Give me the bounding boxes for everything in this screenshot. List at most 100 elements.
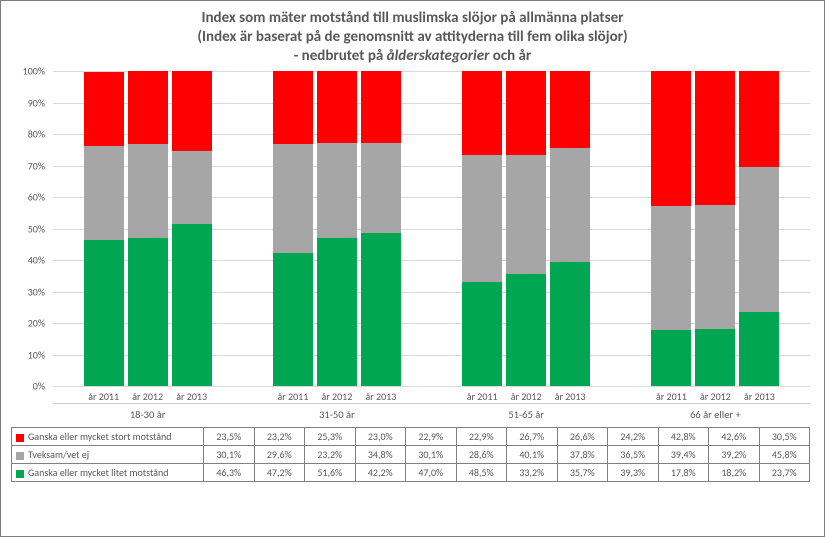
y-tick: 100% — [5, 65, 49, 78]
x-category-label: 18-30 år — [53, 403, 242, 423]
table-cell: 47,2% — [254, 464, 305, 482]
bar-segment-stort — [317, 71, 357, 143]
x-year-label: år 2013 — [172, 387, 212, 403]
x-group: år 2011år 2012år 2013 — [53, 387, 242, 403]
bar-segment-stort — [273, 71, 313, 143]
table-cell: 48,5% — [456, 464, 507, 482]
legend-label: Ganska eller mycket stort motstånd — [12, 428, 204, 446]
gridline — [53, 386, 810, 387]
bar-segment-tveksam — [128, 144, 168, 237]
bar-segment-litet — [361, 233, 401, 386]
bar — [695, 71, 735, 386]
table-cell: 23,0% — [355, 428, 406, 446]
table-cell: 23,2% — [305, 446, 356, 464]
bar-segment-stort — [739, 71, 779, 167]
bar-segment-litet — [462, 282, 502, 387]
table-cell: 46,3% — [204, 464, 255, 482]
bar — [462, 71, 502, 386]
bar-segment-tveksam — [317, 143, 357, 238]
bar-group — [242, 71, 431, 386]
bar — [128, 71, 168, 386]
bar — [739, 71, 779, 386]
bar-segment-litet — [317, 238, 357, 386]
bar-segment-stort — [506, 71, 546, 155]
title-line-3-pre: - nedbrutet på — [294, 47, 387, 65]
x-year-label: år 2011 — [273, 387, 313, 403]
bar-segment-tveksam — [550, 148, 590, 263]
table-cell: 45,8% — [759, 446, 810, 464]
bar-segment-stort — [462, 71, 502, 155]
bar-segment-tveksam — [739, 167, 779, 311]
legend-marker — [16, 452, 24, 460]
bar — [550, 71, 590, 386]
y-tick: 60% — [5, 191, 49, 204]
table-row: Ganska eller mycket litet motstånd46,3%4… — [12, 464, 810, 482]
bar — [651, 71, 691, 386]
table-cell: 23,7% — [759, 464, 810, 482]
x-category-label: 31-50 år — [242, 403, 431, 423]
x-year-label: år 2013 — [361, 387, 401, 403]
chart-title-block: Index som mäter motstånd till muslimska … — [1, 1, 824, 65]
x-group: år 2011år 2012år 2013 — [432, 387, 621, 403]
x-year-label: år 2012 — [317, 387, 357, 403]
x-axis-categories: 18-30 år31-50 år51-65 år66 år eller + — [53, 403, 810, 423]
bar-group — [53, 71, 242, 386]
y-axis: 0%10%20%30%40%50%60%70%80%90%100% — [13, 71, 49, 386]
bar-groups — [53, 71, 810, 386]
bar-segment-litet — [273, 253, 313, 386]
bar — [273, 71, 313, 386]
table-cell: 17,8% — [658, 464, 709, 482]
table-cell: 40,1% — [507, 446, 558, 464]
bar-segment-tveksam — [84, 146, 124, 241]
table-cell: 23,2% — [254, 428, 305, 446]
table-cell: 51,6% — [305, 464, 356, 482]
x-axis-years: år 2011år 2012år 2013år 2011år 2012år 20… — [53, 387, 810, 403]
bar-segment-stort — [361, 71, 401, 143]
bar-segment-litet — [695, 329, 735, 386]
bar-segment-litet — [739, 312, 779, 387]
x-year-label: år 2012 — [128, 387, 168, 403]
x-year-label: år 2012 — [695, 387, 735, 403]
bar — [317, 71, 357, 386]
table-cell: 39,3% — [608, 464, 659, 482]
data-table: Ganska eller mycket stort motstånd23,5%2… — [11, 427, 810, 482]
bar — [172, 71, 212, 386]
bar-segment-stort — [651, 71, 691, 206]
table-cell: 25,3% — [305, 428, 356, 446]
y-tick: 80% — [5, 128, 49, 141]
table-cell: 39,4% — [658, 446, 709, 464]
bar-segment-tveksam — [361, 143, 401, 233]
table-cell: 47,0% — [406, 464, 457, 482]
bar-segment-stort — [550, 71, 590, 147]
x-year-label: år 2011 — [651, 387, 691, 403]
x-category-label: 51-65 år — [432, 403, 621, 423]
bar-group — [621, 71, 810, 386]
table-cell: 35,7% — [557, 464, 608, 482]
bar-group — [432, 71, 621, 386]
x-year-label: år 2013 — [739, 387, 779, 403]
title-line-3-post: och år — [489, 47, 531, 65]
x-year-label: år 2011 — [84, 387, 124, 403]
table-cell: 34,8% — [355, 446, 406, 464]
bar-segment-tveksam — [651, 206, 691, 330]
table-cell: 18,2% — [709, 464, 760, 482]
x-group: år 2011år 2012år 2013 — [242, 387, 431, 403]
x-group: år 2011år 2012år 2013 — [621, 387, 810, 403]
bar-segment-tveksam — [172, 151, 212, 224]
y-tick: 70% — [5, 159, 49, 172]
table-cell: 26,7% — [507, 428, 558, 446]
bar — [506, 71, 546, 386]
y-tick: 90% — [5, 96, 49, 109]
title-line-2: (Index är baserat på de genomsnitt av at… — [1, 28, 824, 47]
table-row: Tveksam/vet ej30,1%29,6%23,2%34,8%30,1%2… — [12, 446, 810, 464]
table-cell: 22,9% — [406, 428, 457, 446]
bar-segment-litet — [172, 224, 212, 386]
bar-segment-litet — [651, 330, 691, 386]
bar-segment-tveksam — [462, 155, 502, 281]
bar-segment-stort — [128, 71, 168, 144]
table-cell: 24,2% — [608, 428, 659, 446]
table-cell: 30,1% — [406, 446, 457, 464]
bar-segment-litet — [550, 262, 590, 386]
legend-marker — [16, 470, 24, 478]
bar — [84, 71, 124, 386]
